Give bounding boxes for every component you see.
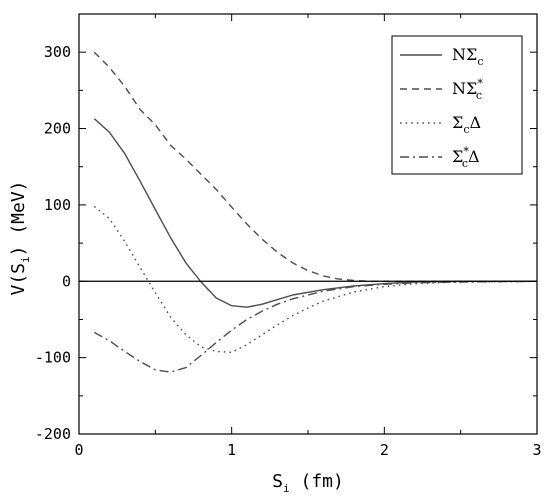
y-tick-label: 0	[62, 272, 71, 290]
legend-label-1: NΣ* c	[452, 77, 483, 102]
x-axis-title-sub: i	[283, 482, 290, 495]
y-tick-label: -200	[35, 425, 71, 443]
series-line-3	[93, 280, 538, 373]
y-tick-label: 200	[44, 120, 71, 138]
legend-label-sub: c	[476, 89, 482, 102]
x-tick-label: 2	[380, 441, 389, 459]
y-axis-title: V(Si) (MeV)	[8, 181, 32, 296]
legend-label-sub: c	[462, 157, 468, 170]
y-axis-title-unit: ) (MeV)	[8, 181, 29, 257]
legend-label-3: Σ* cΔ	[452, 145, 480, 170]
legend-label-sup: *	[463, 145, 469, 158]
legend-label-main: Σ	[452, 113, 463, 132]
legend-label-main: NΣ	[452, 79, 477, 98]
x-tick-label: 1	[227, 441, 236, 459]
y-tick-label: 100	[44, 196, 71, 214]
ticks-layer: 0 1 2 3 -200 -100 0 100 200 300	[35, 13, 542, 459]
x-tick-label: 3	[532, 441, 541, 459]
legend-label-sup: *	[477, 77, 483, 90]
legend-label-main: Σ	[452, 147, 463, 166]
legend-label-sub: c	[477, 55, 483, 68]
legend-label-tail: Δ	[469, 113, 481, 132]
legend-label-tail: Δ	[468, 147, 480, 166]
x-axis-title-unit: (fm)	[290, 471, 344, 492]
legend-label-2: ΣcΔ	[452, 113, 481, 136]
series-line-2	[93, 205, 538, 353]
legend-box	[391, 35, 523, 175]
x-tick-label: 0	[74, 441, 83, 459]
legend-label-main: NΣ	[452, 45, 477, 64]
y-axis-title-main: V(S	[8, 263, 29, 296]
x-axis-title: Si (fm)	[272, 471, 344, 495]
legend-label-0: NΣc	[452, 45, 483, 68]
y-tick-label: 300	[44, 43, 71, 61]
y-tick-label: -100	[35, 349, 71, 367]
x-axis-title-main: S	[272, 471, 283, 492]
y-axis-title-sub: i	[19, 256, 32, 263]
series-line-0	[93, 118, 537, 308]
legend-label-sub: c	[463, 123, 469, 136]
